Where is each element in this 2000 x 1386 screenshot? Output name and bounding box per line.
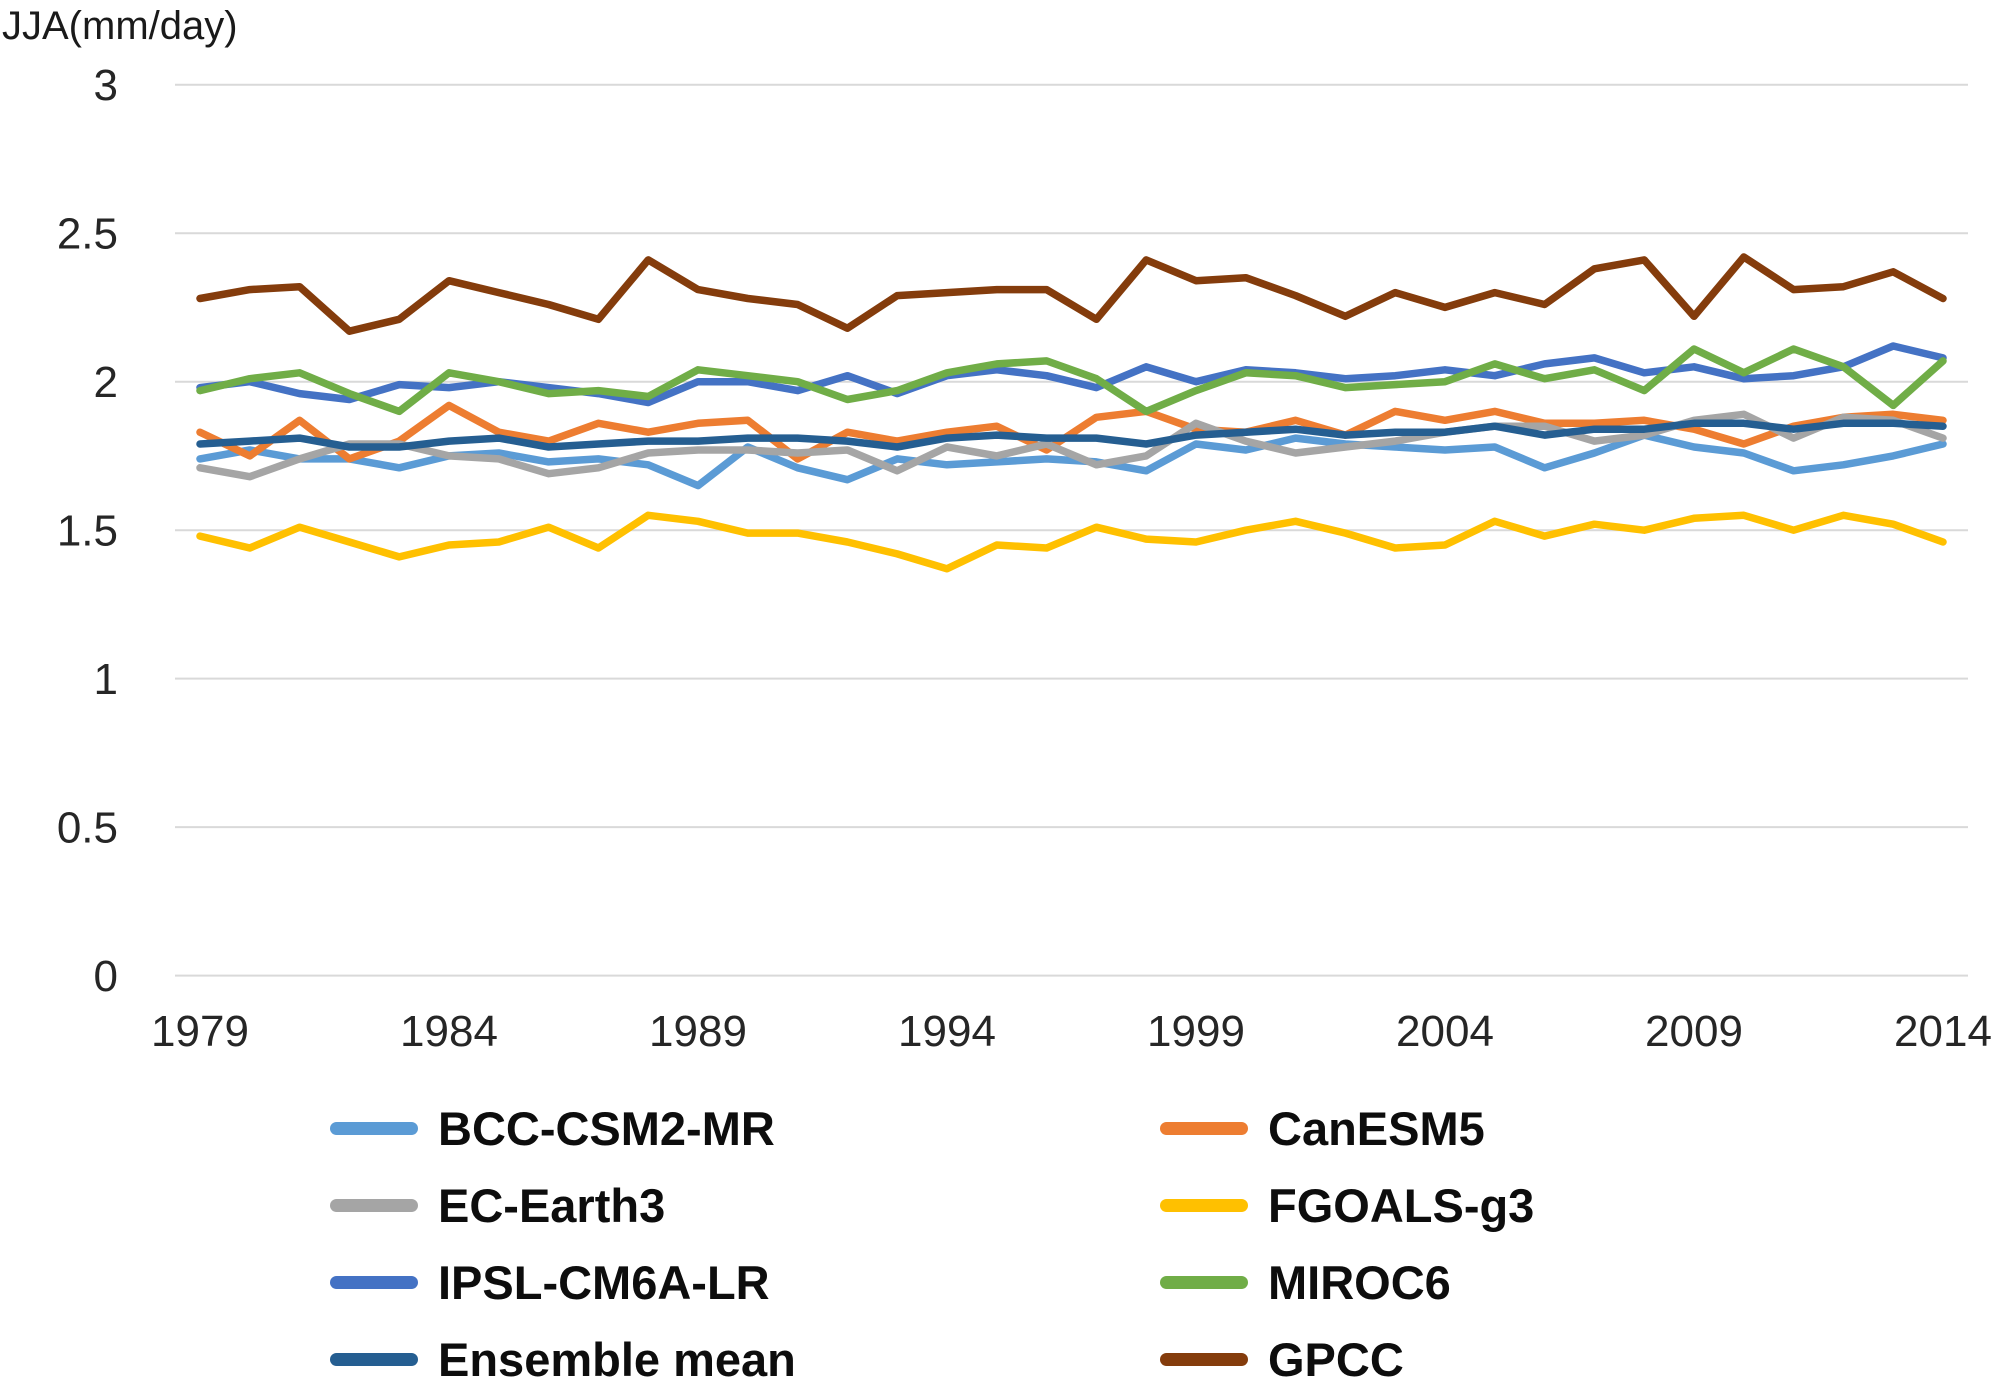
x-axis-labels: 1979 1984 1989 1994 1999 2004 2009 2014	[151, 1007, 1992, 1056]
series-line-bcc-csm2-mr	[196, 431, 1947, 490]
legend-item-miroc6: MIROC6	[1160, 1259, 1830, 1306]
legend-swatch-icon	[330, 1122, 418, 1135]
legend-item-ipsl-cm6a-lr: IPSL-CM6A-LR	[330, 1259, 1160, 1306]
legend-label: FGOALS-g3	[1268, 1179, 1535, 1232]
y-tick-label: 0	[94, 952, 118, 1001]
series-line-miroc6	[196, 345, 1947, 416]
x-tick-label: 1999	[1147, 1007, 1245, 1056]
y-axis-title: JJA(mm/day)	[2, 4, 238, 48]
legend-item-gpcc: GPCC	[1160, 1336, 1830, 1383]
gridlines	[175, 83, 1968, 977]
x-tick-label: 1984	[400, 1007, 498, 1056]
legend-item-ensemble-mean: Ensemble mean	[330, 1336, 1160, 1383]
y-axis-labels: 3 2.5 2 1.5 1 0.5 0	[57, 61, 118, 1001]
x-tick-label: 2009	[1645, 1007, 1743, 1056]
legend-item-bcc-csm2-mr: BCC-CSM2-MR	[330, 1105, 1160, 1152]
legend-item-fgoals-g3: FGOALS-g3	[1160, 1182, 1830, 1229]
series-line-fgoals-g3	[196, 511, 1947, 573]
x-tick-label: 2004	[1396, 1007, 1494, 1056]
legend-swatch-icon	[330, 1276, 418, 1289]
y-tick-label: 2.5	[57, 210, 118, 259]
y-tick-label: 3	[94, 61, 118, 110]
y-tick-label: 1.5	[57, 507, 118, 556]
series-line-ec-earth3	[196, 410, 1947, 481]
series-lines	[196, 253, 1947, 573]
legend-label: IPSL-CM6A-LR	[438, 1256, 770, 1309]
legend-swatch-icon	[1160, 1353, 1248, 1366]
x-tick-label: 1989	[649, 1007, 747, 1056]
y-tick-label: 1	[94, 655, 118, 704]
line-chart-plot-area: 3 2.5 2 1.5 1 0.5 0 1979 1984 1989 1994 1999 2004 200…	[57, 61, 1992, 1056]
legend: BCC-CSM2-MR CanESM5 EC-Earth3 FGOALS-g3 IPSL…	[330, 1090, 1830, 1386]
legend-swatch-icon	[1160, 1199, 1248, 1212]
legend-label: CanESM5	[1268, 1102, 1485, 1155]
x-tick-label: 1979	[151, 1007, 249, 1056]
y-tick-label: 0.5	[57, 804, 118, 853]
legend-label: EC-Earth3	[438, 1179, 666, 1232]
legend-swatch-icon	[330, 1353, 418, 1366]
x-tick-label: 2014	[1894, 1007, 1992, 1056]
y-tick-label: 2	[94, 358, 118, 407]
legend-label: BCC-CSM2-MR	[438, 1102, 775, 1155]
legend-swatch-icon	[1160, 1122, 1248, 1135]
legend-item-ec-earth3: EC-Earth3	[330, 1182, 1160, 1229]
legend-label: MIROC6	[1268, 1256, 1451, 1309]
series-line-gpcc	[196, 253, 1947, 335]
series-line-ensemble-mean	[196, 419, 1947, 451]
legend-item-canesm5: CanESM5	[1160, 1105, 1830, 1152]
legend-swatch-icon	[1160, 1276, 1248, 1289]
x-tick-label: 1994	[898, 1007, 996, 1056]
legend-label: Ensemble mean	[438, 1333, 796, 1386]
legend-swatch-icon	[330, 1199, 418, 1212]
series-line-canesm5	[196, 401, 1947, 463]
legend-label: GPCC	[1268, 1333, 1404, 1386]
